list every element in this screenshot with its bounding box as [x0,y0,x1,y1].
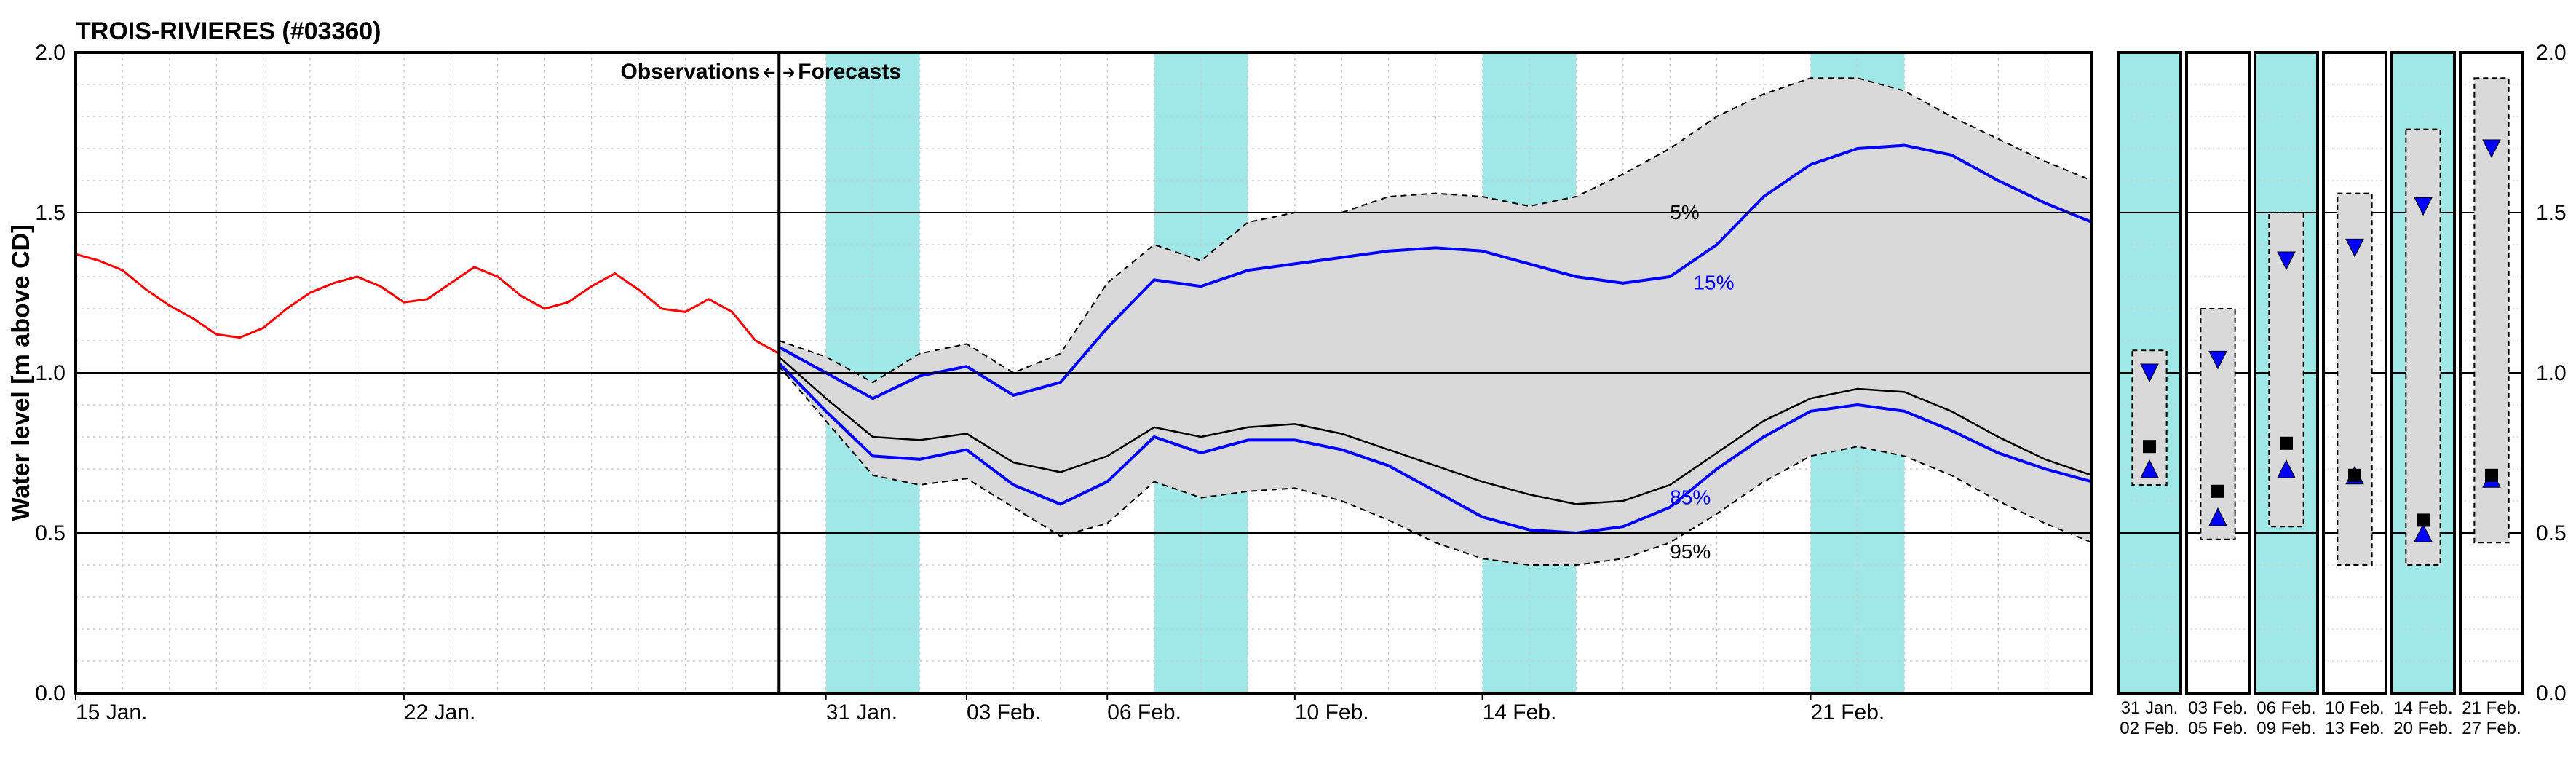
pct-label: 95% [1670,540,1711,563]
xtick-label: 22 Jan. [404,700,475,724]
panel-label: 05 Feb. [2188,719,2247,738]
summary-panel [2392,52,2454,693]
xtick-label: 10 Feb. [1295,700,1369,724]
summary-panel [2460,52,2523,693]
summary-panel [2187,52,2249,693]
panel-label: 10 Feb. [2325,698,2384,718]
ytick-label-right: 0.5 [2536,521,2567,545]
pct-label: 85% [1670,486,1711,508]
summary-panel [2323,52,2386,693]
panel-label: 03 Feb. [2188,698,2247,718]
summary-panel [2255,52,2318,693]
ytick-label: 1.5 [35,201,66,225]
pct-label: 15% [1693,272,1734,294]
ytick-label-right: 1.0 [2536,361,2567,385]
ytick-label-right: 2.0 [2536,41,2567,65]
panel-label: 21 Feb. [2462,698,2521,718]
panel-label: 14 Feb. [2393,698,2452,718]
panel-label: 27 Feb. [2462,719,2521,738]
ytick-label: 2.0 [35,41,66,65]
ytick-label-right: 0.0 [2536,682,2567,706]
xtick-label: 15 Jan. [76,700,147,724]
panel-label: 06 Feb. [2256,698,2315,718]
xtick-label: 21 Feb. [1810,700,1885,724]
ytick-label: 0.0 [35,682,66,706]
ytick-label: 1.0 [35,361,66,385]
xtick-label: 14 Feb. [1483,700,1557,724]
panel-label: 09 Feb. [2256,719,2315,738]
forecasts-label: Forecasts [798,60,901,84]
ytick-label: 0.5 [35,521,66,545]
panel-label: 02 Feb. [2120,719,2179,738]
xtick-label: 03 Feb. [967,700,1041,724]
observations-label: Observations [621,60,761,84]
summary-panel [2118,52,2181,693]
xtick-label: 06 Feb. [1107,700,1181,724]
panel-label: 13 Feb. [2325,719,2384,738]
pct-label: 5% [1670,201,1699,224]
panel-label: 20 Feb. [2393,719,2452,738]
panel-label: 31 Jan. [2121,698,2179,718]
ytick-label-right: 1.5 [2536,201,2567,225]
y-axis-label: Water level [m above CD] [7,225,35,521]
hydrograph-chart: TROIS-RIVIERES (#03360) Water level [m ab… [7,7,2576,775]
observations-line [76,254,779,353]
chart-title: TROIS-RIVIERES (#03360) [76,17,381,45]
xtick-label: 31 Jan. [826,700,897,724]
